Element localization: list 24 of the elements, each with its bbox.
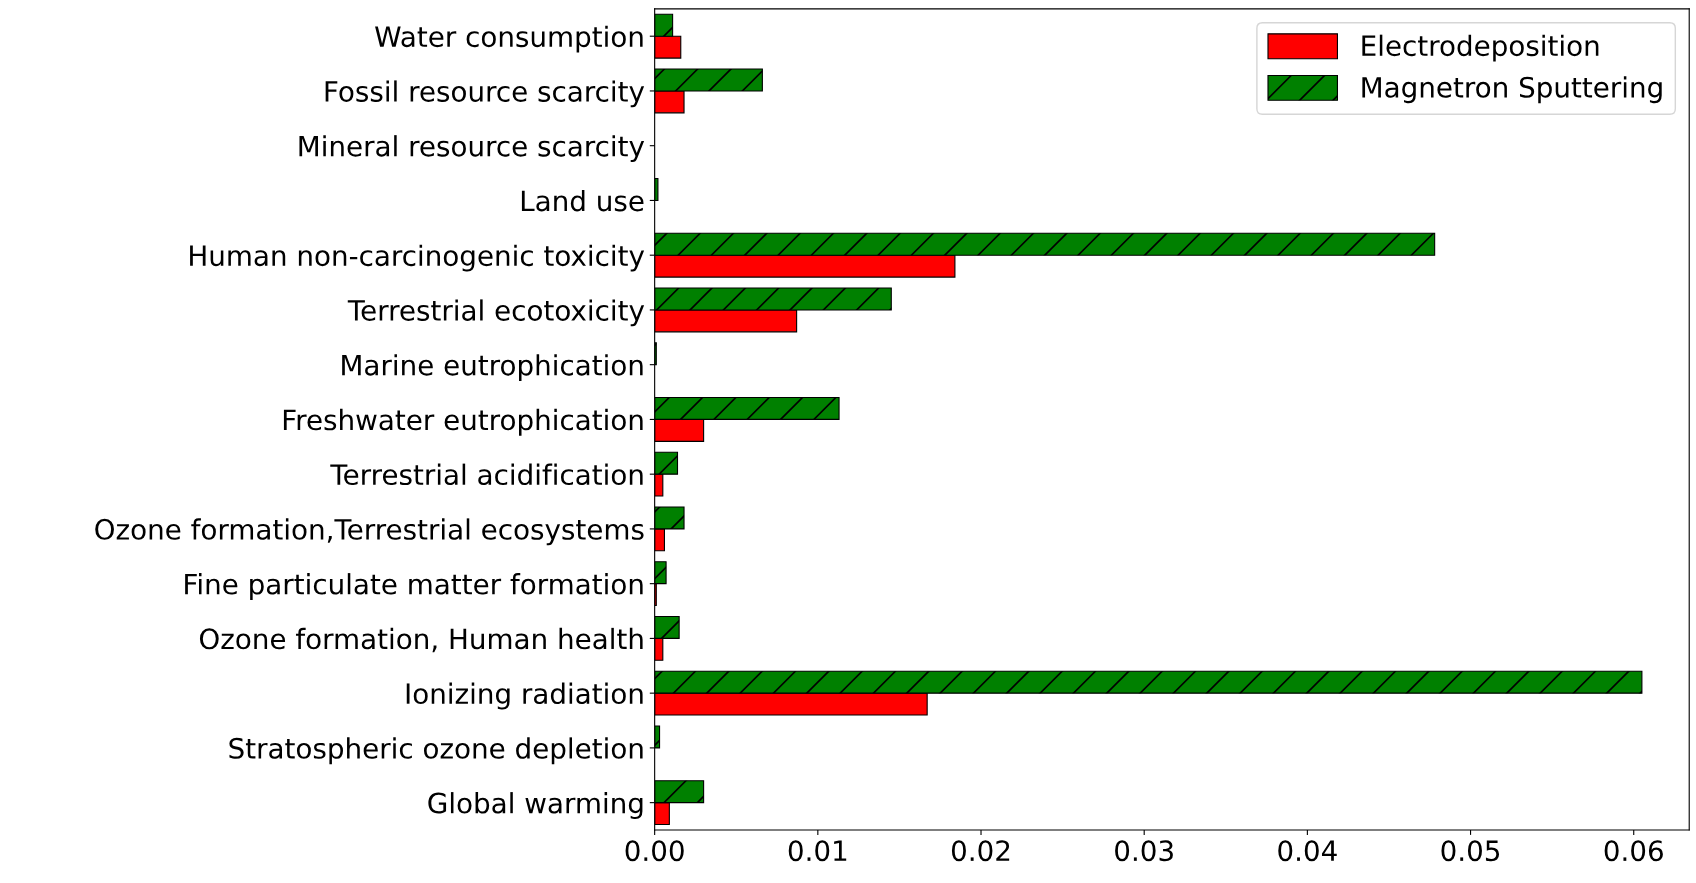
legend-label: Electrodeposition (1362, 34, 1599, 62)
y-tick-label: Terrestrial ecotoxicity (347, 299, 645, 327)
x-tick-label: 0.05 (1441, 840, 1500, 862)
y-tick-label: Human non-carcinogenic toxicity (190, 244, 645, 272)
y-tick-label: Freshwater eutrophication (283, 408, 643, 436)
x-tick-label: 0.04 (1278, 840, 1337, 862)
x-tick-label: 0.01 (788, 840, 847, 862)
y-tick-label: Fine particulate matter formation (185, 573, 643, 600)
legend-label: Magnetron Sputtering (1362, 76, 1662, 104)
y-tick-label: Ionizing radiation (406, 682, 643, 710)
x-tick-label: 0.06 (1604, 840, 1663, 862)
y-tick-label: Stratospheric ozone depletion (229, 737, 643, 765)
y-tick-label: Land use (521, 189, 644, 212)
x-tick-label: 0.03 (1115, 840, 1173, 862)
y-tick-label: Fossil resource scarcity (325, 80, 645, 108)
y-tick-label: Global warming (428, 792, 643, 819)
y-tick-label: Water consumption (375, 25, 643, 53)
y-tick-label: Ozone formation,Terrestrial ecosystems (95, 518, 644, 546)
y-tick-label: Marine eutrophication (342, 354, 643, 382)
x-tick-label: 0.00 (625, 840, 684, 862)
y-tick-label: Ozone formation, Human health (199, 627, 643, 653)
y-tick-label: Terrestrial acidification (330, 463, 643, 486)
x-tick-label: 0.02 (951, 840, 1010, 862)
y-tick-label: Mineral resource scarcity (299, 135, 645, 163)
